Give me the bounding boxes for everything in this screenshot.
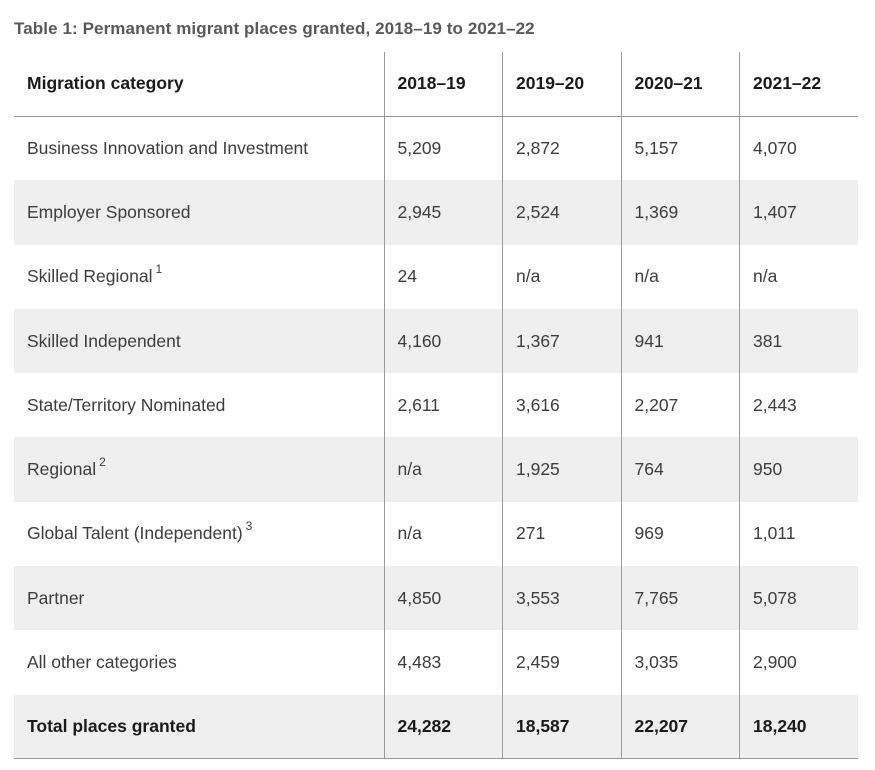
- header-2020-21: 2020–21: [620, 52, 740, 117]
- value-cell: 2,611: [383, 373, 503, 438]
- value-cell: 3,616: [502, 373, 621, 438]
- value-cell: 2,945: [383, 180, 503, 245]
- table-caption: Table 1: Permanent migrant places grante…: [14, 19, 535, 38]
- value-cell: 5,078: [739, 566, 858, 631]
- table-row: All other categories 4,483 2,459 3,035 2,900: [14, 630, 858, 695]
- header-migration-category: Migration category: [14, 52, 384, 117]
- table-row: Regional 2 n/a 1,925 764 950: [14, 437, 858, 502]
- category-label: Regional: [27, 459, 97, 480]
- value-cell: 1,407: [739, 180, 858, 245]
- footnote-marker: 2: [99, 455, 106, 470]
- value-cell: 1,367: [502, 308, 621, 374]
- category-cell: Partner: [14, 566, 384, 630]
- table-header-row: Migration category 2018–19 2019–20 2020–…: [14, 52, 858, 117]
- value-cell: 5,209: [383, 116, 503, 181]
- category-label: Skilled Independent: [27, 330, 181, 351]
- category-cell: Global Talent (Independent) 3: [14, 502, 384, 566]
- category-cell: Employer Sponsored: [14, 180, 384, 244]
- value-cell: n/a: [502, 244, 621, 309]
- footnote-marker: 1: [155, 262, 163, 277]
- migrant-places-table: Migration category 2018–19 2019–20 2020–…: [14, 52, 858, 760]
- value-cell: 4,483: [383, 630, 503, 695]
- value-cell: 7,765: [620, 566, 740, 631]
- table-row: Partner 4,850 3,553 7,765 5,078: [14, 566, 858, 631]
- value-cell: 950: [739, 437, 858, 502]
- category-cell: Business Innovation and Investment: [14, 116, 384, 180]
- value-cell: 271: [502, 501, 621, 567]
- value-cell: 381: [739, 308, 858, 374]
- category-label: Global Talent (Independent): [27, 523, 243, 544]
- value-cell: n/a: [383, 437, 503, 502]
- value-cell: 2,207: [620, 373, 740, 438]
- table-row: Skilled Independent 4,160 1,367 941 381: [14, 308, 858, 374]
- value-cell: n/a: [620, 244, 740, 309]
- table-row: Global Talent (Independent) 3 n/a 271 969 1,0…: [14, 501, 858, 567]
- table-row: Employer Sponsored 2,945 2,524 1,369 1,407: [14, 180, 858, 245]
- category-label: Business Innovation and Investment: [27, 137, 309, 158]
- header-2019-20: 2019–20: [502, 52, 621, 117]
- category-label: Employer Sponsored: [27, 201, 191, 222]
- value-cell: 4,850: [383, 566, 503, 631]
- value-cell: 3,035: [620, 630, 740, 695]
- total-cell: 18,587: [502, 694, 621, 760]
- category-cell: Skilled Regional 1: [14, 245, 384, 309]
- value-cell: 3,553: [502, 566, 621, 631]
- value-cell: 1,925: [502, 437, 621, 502]
- value-cell: 2,524: [502, 180, 621, 245]
- total-cell: 24,282: [383, 694, 503, 760]
- value-cell: 941: [620, 308, 740, 374]
- table-total-row: Total places granted 24,282 18,587 22,20…: [14, 694, 858, 760]
- value-cell: 2,443: [739, 373, 858, 438]
- value-cell: 5,157: [620, 116, 740, 181]
- table-row: State/Territory Nominated 2,611 3,616 2,207…: [14, 373, 858, 438]
- header-2018-19: 2018–19: [383, 52, 503, 117]
- category-label: All other categories: [27, 652, 177, 673]
- value-cell: 764: [620, 437, 740, 502]
- category-cell: State/Territory Nominated: [14, 373, 384, 437]
- table-row: Skilled Regional 1 24 n/a n/a n/a: [14, 244, 858, 309]
- value-cell: 4,160: [383, 308, 503, 374]
- category-cell: Skilled Independent: [14, 309, 384, 373]
- value-cell: n/a: [739, 244, 858, 309]
- value-cell: 2,872: [502, 116, 621, 181]
- value-cell: 2,459: [502, 630, 621, 695]
- value-cell: 24: [383, 244, 503, 309]
- table-row: Business Innovation and Investment 5,209 2…: [14, 116, 858, 181]
- value-cell: 1,369: [620, 180, 740, 245]
- footnote-marker: 3: [245, 519, 253, 534]
- category-label: Skilled Regional: [27, 266, 153, 287]
- total-cell: 18,240: [739, 694, 858, 760]
- value-cell: n/a: [383, 501, 503, 567]
- category-label: Partner: [27, 587, 85, 608]
- value-cell: 2,900: [739, 630, 858, 695]
- total-cell: 22,207: [620, 694, 740, 760]
- total-label: Total places granted: [14, 694, 384, 760]
- category-cell: Regional 2: [14, 437, 384, 501]
- category-label: State/Territory Nominated: [27, 394, 226, 415]
- value-cell: 969: [620, 501, 740, 567]
- value-cell: 1,011: [739, 501, 858, 567]
- header-2021-22: 2021–22: [739, 52, 858, 117]
- value-cell: 4,070: [739, 116, 858, 181]
- category-cell: All other categories: [14, 630, 384, 694]
